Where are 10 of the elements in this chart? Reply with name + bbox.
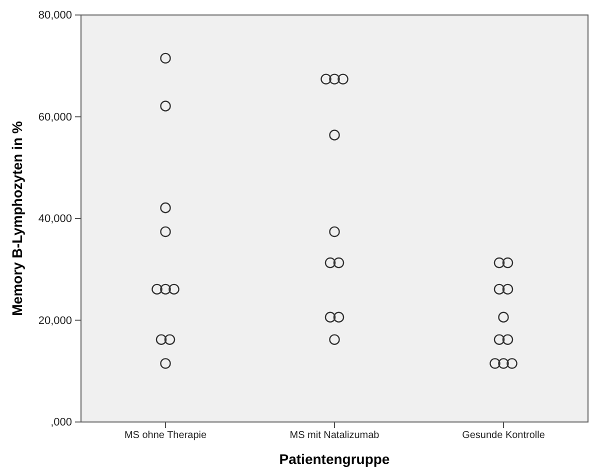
y-axis-title: Memory B-Lymphozyten in % (9, 120, 25, 316)
x-tick-label: MS mit Natalizumab (290, 430, 380, 442)
x-tick-label: Gesunde Kontrolle (462, 430, 546, 442)
y-tick-label: 60,000 (38, 111, 72, 124)
x-tick-label: MS ohne Therapie (124, 430, 207, 442)
y-tick-label: 40,000 (38, 213, 72, 226)
x-axis-title: Patientengruppe (279, 451, 390, 467)
y-tick-label: ,000 (50, 416, 72, 429)
y-tick-label: 80,000 (38, 10, 72, 22)
y-tick-label: 20,000 (38, 314, 72, 327)
